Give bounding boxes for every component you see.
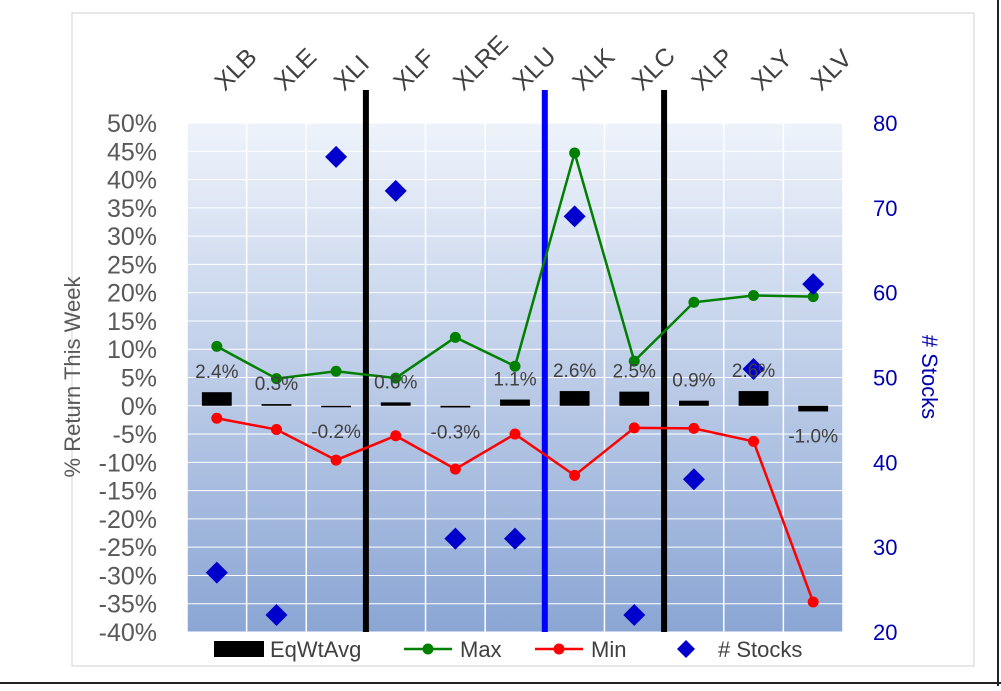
point-min [270, 424, 282, 436]
point-stocks [384, 179, 407, 202]
y-tick-label: -40% [99, 619, 157, 647]
y-tick-label: -5% [113, 421, 157, 449]
y-tick-label: 10% [107, 336, 157, 364]
bar-data-label: -0.3% [431, 422, 481, 443]
point-max [390, 372, 402, 384]
legend-label: EqWtAvg [270, 637, 361, 662]
point-stocks [682, 468, 705, 491]
point-max [628, 355, 640, 367]
point-stocks [742, 358, 765, 381]
bar-eqwtavg [261, 404, 292, 406]
bar-eqwtavg [559, 391, 590, 406]
y-tick-label: 25% [107, 251, 157, 279]
point-max [569, 147, 581, 159]
point-max [688, 296, 700, 308]
bar-eqwtavg [798, 405, 829, 412]
bar-eqwtavg [738, 391, 769, 406]
bar-data-label: -1.0% [788, 426, 838, 447]
point-max [509, 360, 521, 372]
y-tick-label: -20% [99, 506, 157, 534]
point-min [509, 428, 521, 440]
legend-swatch-stocks [677, 640, 695, 658]
legend-label: Min [591, 637, 626, 662]
y-tick-label: 15% [107, 308, 157, 336]
bar-data-label: 0.9% [672, 371, 715, 392]
y2-tick-label: 30 [873, 535, 897, 560]
y2-tick-label: 60 [873, 281, 897, 306]
y-tick-label: 5% [121, 365, 157, 393]
point-min [449, 463, 461, 475]
point-min [807, 596, 819, 608]
bar-eqwtavg [679, 400, 709, 406]
point-max [807, 291, 819, 303]
bar-data-label: 0.6% [374, 372, 417, 393]
point-stocks [205, 561, 228, 584]
point-min [628, 422, 640, 434]
bar-eqwtavg [500, 399, 530, 406]
y2-tick-label: 70 [873, 196, 897, 221]
legend-marker-min [553, 643, 565, 655]
point-max [270, 373, 282, 385]
point-stocks [265, 604, 288, 627]
y2-tick-label: 20 [873, 620, 897, 645]
bar-data-label: 2.4% [195, 362, 238, 383]
y-tick-label: -15% [99, 478, 157, 506]
y-tick-label: 50% [107, 110, 157, 138]
point-max [211, 340, 223, 352]
y-tick-label: 20% [107, 280, 157, 308]
bar-data-label: 0.3% [255, 374, 298, 395]
bar-eqwtavg [321, 405, 351, 408]
y-tick-label: 35% [107, 195, 157, 223]
bar-data-label: 1.1% [493, 370, 536, 391]
bar-eqwtavg [619, 391, 650, 406]
y-axis-title: % Return This Week [60, 276, 85, 478]
point-min [569, 469, 581, 481]
legend-label: Max [460, 637, 502, 662]
point-stocks [325, 145, 348, 168]
point-min [330, 454, 342, 466]
point-stocks [623, 604, 646, 627]
y-tick-label: -10% [99, 449, 157, 477]
bar-data-label: 2.6% [553, 361, 596, 382]
y-tick-label: 40% [107, 167, 157, 195]
point-min [748, 435, 760, 447]
chart-frame [71, 12, 975, 667]
y2-tick-label: 40 [873, 450, 897, 475]
legend-swatch-eqwtavg [214, 641, 264, 657]
point-max [449, 331, 461, 343]
y-tick-label: 0% [121, 393, 157, 421]
legend-marker-max [422, 643, 434, 655]
point-stocks [802, 273, 825, 296]
y2-axis-title: # Stocks [917, 335, 942, 419]
point-min [211, 412, 223, 424]
point-stocks [444, 527, 467, 550]
bar-data-label: 2.6% [732, 361, 775, 382]
point-stocks [563, 205, 586, 228]
point-max [330, 365, 342, 377]
bar-eqwtavg [380, 402, 411, 406]
y-tick-label: -30% [99, 562, 157, 590]
y-tick-label: -35% [99, 591, 157, 619]
bar-eqwtavg [440, 405, 471, 408]
point-max [748, 289, 760, 301]
point-min [390, 430, 402, 442]
y2-tick-label: 80 [873, 111, 897, 136]
bar-data-label: 2.5% [613, 362, 656, 383]
point-stocks [504, 527, 526, 550]
y-tick-label: -25% [99, 534, 157, 562]
bar-data-label: -0.2% [311, 422, 361, 443]
y-tick-label: 30% [107, 223, 157, 251]
legend-label: # Stocks [718, 637, 802, 662]
bar-eqwtavg [201, 392, 232, 406]
y-tick-label: 45% [107, 138, 157, 166]
point-min [688, 422, 700, 434]
y2-tick-label: 50 [873, 366, 897, 391]
